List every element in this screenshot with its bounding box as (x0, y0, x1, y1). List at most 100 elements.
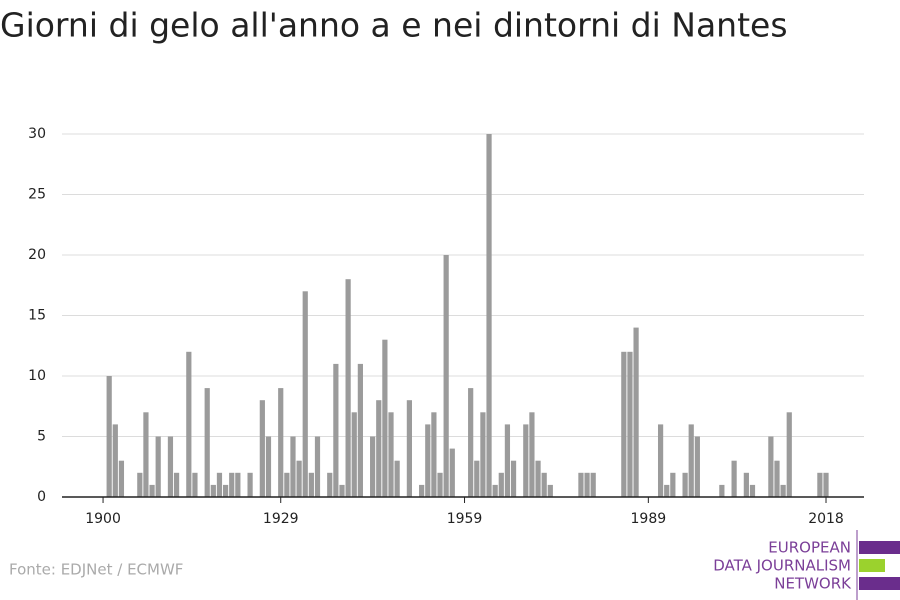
bar (155, 436, 161, 497)
bar (468, 388, 474, 497)
bar (492, 484, 498, 497)
logo-text: NETWORK (774, 575, 852, 593)
bar (664, 484, 670, 497)
bar (719, 484, 725, 497)
bar (731, 460, 737, 497)
x-tick-label: 1929 (263, 511, 299, 527)
bar (578, 472, 584, 497)
bar (376, 400, 382, 497)
bar (743, 472, 749, 497)
bar (137, 472, 143, 497)
bar (786, 412, 792, 497)
bar (382, 339, 388, 497)
bar (817, 472, 823, 497)
bar (633, 327, 639, 497)
bar (535, 460, 541, 497)
source: Fonte: EDJNet / ECMWF (9, 561, 183, 579)
bar (749, 484, 756, 497)
bar (780, 484, 786, 497)
bar (222, 484, 229, 497)
logo-text: DATA JOURNALISM (713, 557, 851, 575)
logo-text: EUROPEAN (768, 539, 851, 557)
bar (186, 351, 192, 497)
bar (449, 448, 455, 497)
bar (173, 472, 180, 497)
chart-title: Giorni di gelo all'anno a e nei dintorni… (0, 6, 788, 45)
bar (529, 412, 535, 497)
bar (388, 412, 394, 497)
x-tick-label: 1989 (631, 511, 667, 527)
bar (694, 436, 700, 497)
bar (688, 424, 694, 497)
y-tick-label: 15 (28, 308, 46, 324)
bar (768, 436, 774, 497)
bar (682, 472, 688, 497)
bar (149, 484, 155, 497)
bar (657, 424, 664, 497)
bar (284, 472, 290, 497)
bar (345, 279, 351, 497)
bar (774, 460, 780, 497)
bar (290, 436, 296, 497)
bar (627, 351, 633, 497)
bar (302, 291, 308, 497)
bar (296, 460, 302, 497)
bar (278, 388, 284, 497)
bar (437, 472, 443, 497)
bar (112, 424, 118, 497)
bar (480, 412, 486, 497)
x-tick-label: 2018 (808, 511, 844, 527)
bar (419, 484, 425, 497)
bar (143, 412, 149, 497)
bar (118, 460, 125, 497)
bar (216, 472, 223, 497)
logo-bar (859, 577, 900, 590)
bar (394, 460, 400, 497)
y-tick-label: 10 (28, 368, 46, 384)
y-tick-label: 20 (28, 247, 46, 263)
bar (351, 412, 357, 497)
bar (523, 424, 529, 497)
bar (370, 436, 376, 497)
bar (357, 363, 363, 497)
bar (210, 484, 216, 497)
bar (547, 484, 553, 497)
bar (259, 400, 265, 497)
bar (425, 424, 431, 497)
bar (670, 472, 676, 497)
bar (229, 472, 235, 497)
bar (474, 460, 480, 497)
logo-bar (859, 541, 900, 554)
bar (308, 472, 314, 497)
bar (431, 412, 437, 497)
y-tick-label: 0 (37, 489, 46, 505)
bar (443, 255, 449, 497)
bar (406, 400, 412, 497)
bar (823, 472, 829, 497)
bar (498, 472, 504, 497)
bar (504, 424, 511, 497)
bar (314, 436, 321, 497)
bar (167, 436, 174, 497)
bar (247, 472, 253, 497)
logo: EUROPEAN DATA JOURNALISM NETWORK (713, 530, 900, 600)
bar (486, 134, 492, 497)
bar (204, 388, 210, 497)
bar (106, 376, 112, 497)
bar (339, 484, 345, 497)
y-tick-label: 30 (28, 126, 46, 142)
bar (333, 363, 339, 497)
x-tick-label: 1959 (447, 511, 483, 527)
bar (235, 472, 241, 497)
bar (541, 472, 547, 497)
bar (584, 472, 590, 497)
bar (510, 460, 517, 497)
bar (265, 436, 272, 497)
bar (192, 472, 198, 497)
logo-bar (859, 559, 885, 572)
y-tick-label: 25 (28, 187, 46, 203)
bar (590, 472, 596, 497)
bar (621, 351, 627, 497)
x-tick-label: 1900 (85, 511, 121, 527)
